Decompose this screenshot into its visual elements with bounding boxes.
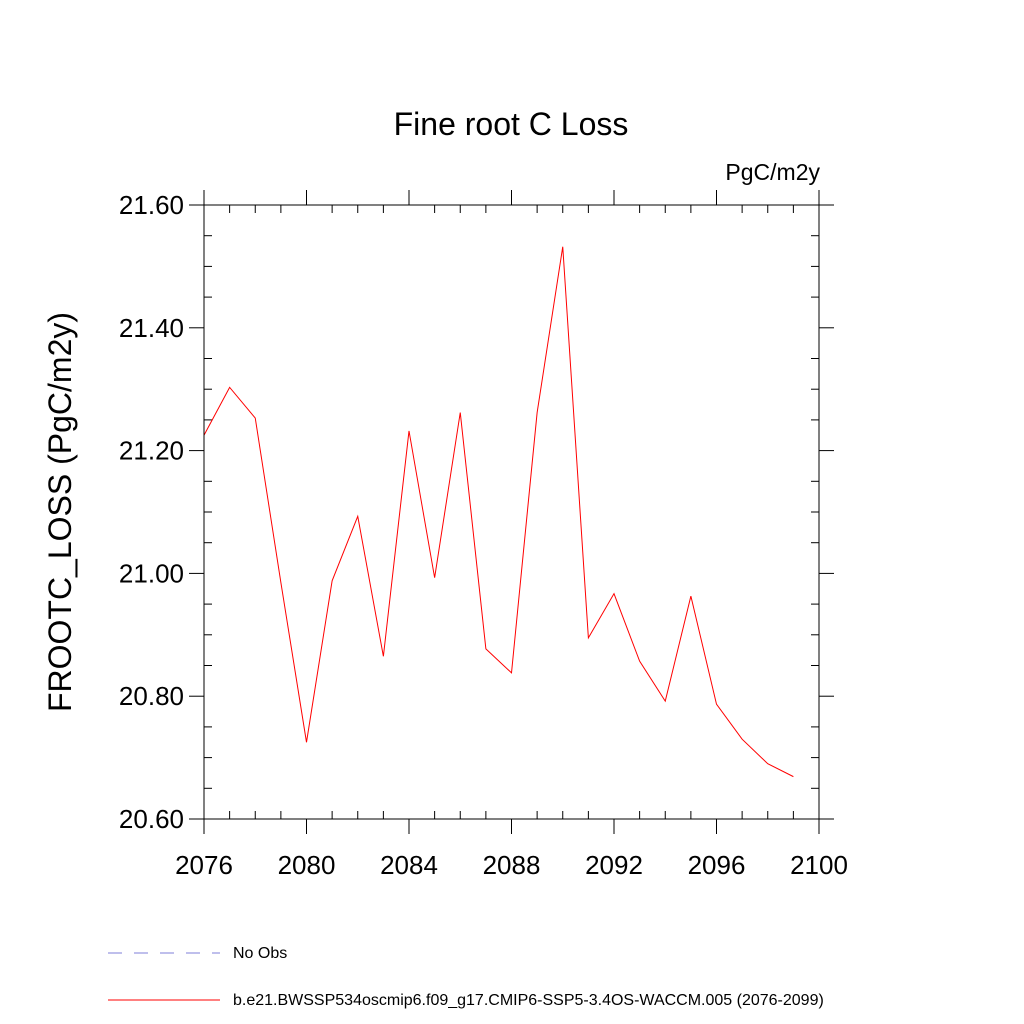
y-tick-label: 21.60 <box>119 190 184 220</box>
tick-labels: 2076 2080 2084 2088 2092 2096 2100 20.60 20.80 21… <box>119 190 848 880</box>
legend: No Obs b.e21.BWSSP534oscmip6.f09_g17.CMI… <box>108 945 824 1009</box>
series-lines <box>203 246 794 778</box>
x-tick-label: 2088 <box>483 850 541 880</box>
x-tick-label: 2092 <box>585 850 643 880</box>
units-label: PgC/m2y <box>725 159 820 185</box>
chart-title: Fine root C Loss <box>394 106 629 142</box>
series-line-model-run <box>203 246 794 778</box>
plot-frame <box>203 204 820 820</box>
legend-label-no-obs: No Obs <box>233 945 287 962</box>
x-tick-label: 2096 <box>688 850 746 880</box>
x-tick-label: 2084 <box>380 850 438 880</box>
x-tick-label: 2076 <box>175 850 233 880</box>
y-tick-label: 21.40 <box>119 313 184 343</box>
y-axis-label: FROOTC_LOSS (PgC/m2y) <box>42 312 78 712</box>
y-tick-label: 20.80 <box>119 681 184 711</box>
y-tick-label: 21.20 <box>119 436 184 466</box>
axis-ticks <box>189 190 834 834</box>
y-tick-label: 20.60 <box>119 804 184 834</box>
x-tick-label: 2080 <box>278 850 336 880</box>
y-tick-label: 21.00 <box>119 558 184 588</box>
x-tick-label: 2100 <box>790 850 848 880</box>
legend-label-model-run: b.e21.BWSSP534oscmip6.f09_g17.CMIP6-SSP5… <box>233 992 824 1009</box>
